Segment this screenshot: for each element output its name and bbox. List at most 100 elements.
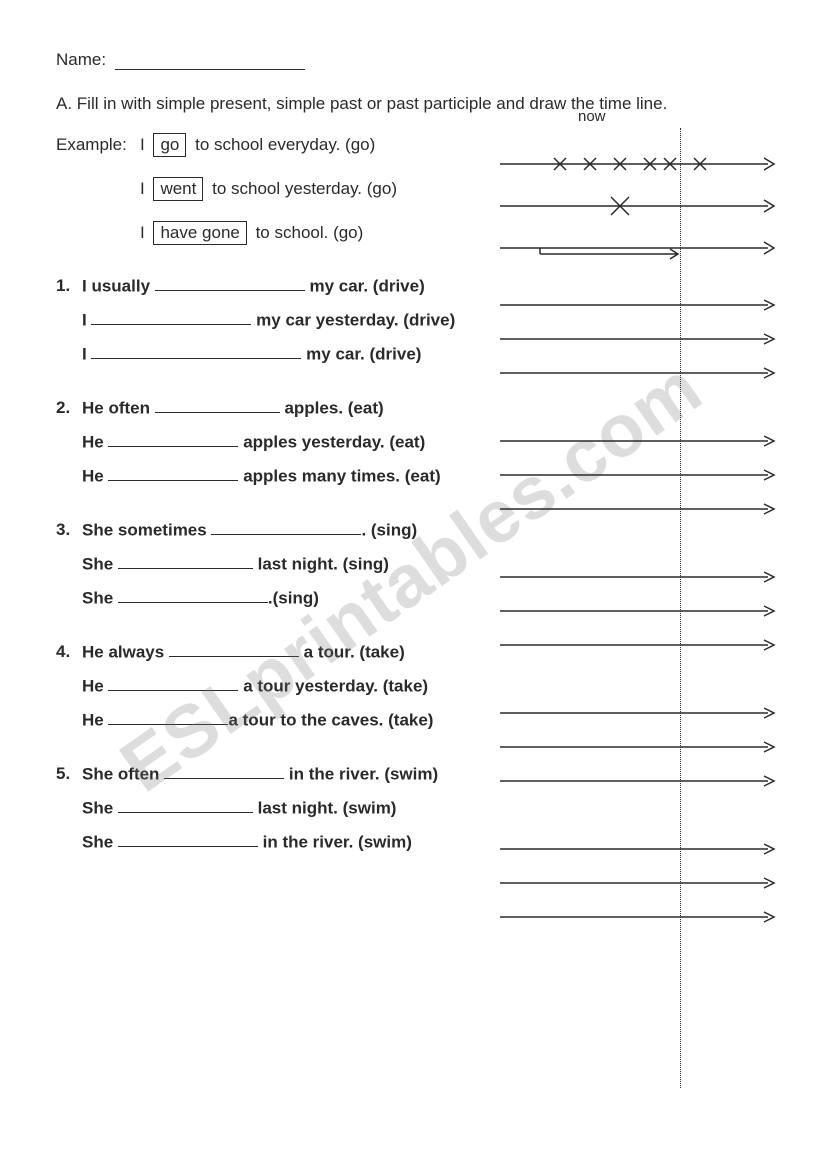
answer-box: go: [153, 133, 186, 157]
question-post: a tour yesterday. (take): [238, 676, 428, 695]
timeline-arrow[interactable]: [500, 706, 778, 708]
question-number: 5.: [56, 764, 82, 784]
question-post: apples yesterday. (eat): [238, 432, 425, 451]
question-number: 3.: [56, 520, 82, 540]
question-pre: He: [82, 466, 108, 485]
question-post: my car. (drive): [301, 344, 421, 363]
timeline-arrow[interactable]: [500, 604, 778, 606]
question-text: She .(sing): [82, 588, 319, 608]
answer-blank[interactable]: [164, 764, 284, 779]
question-text: I usually my car. (drive): [82, 276, 425, 296]
example-post: to school. (go): [251, 223, 363, 242]
question-pre: I: [82, 344, 91, 363]
timeline-arrow[interactable]: [500, 638, 778, 640]
answer-blank[interactable]: [118, 588, 268, 603]
question-pre: She sometimes: [82, 520, 211, 539]
question-post: my car. (drive): [305, 276, 425, 295]
question-text: I my car. (drive): [82, 344, 421, 364]
question-text: He apples yesterday. (eat): [82, 432, 425, 452]
question-pre: I usually: [82, 276, 155, 295]
timeline-arrow[interactable]: [500, 468, 778, 470]
example-pre: I: [140, 135, 149, 154]
instructions: A. Fill in with simple present, simple p…: [56, 94, 765, 114]
timeline-arrow[interactable]: [500, 876, 778, 878]
answer-blank[interactable]: [108, 432, 238, 447]
example-text: I went to school yesterday. (go): [140, 177, 397, 201]
example-text: I go to school everyday. (go): [140, 133, 375, 157]
answer-blank[interactable]: [108, 466, 238, 481]
question-pre: He: [82, 710, 108, 729]
example-post: to school yesterday. (go): [207, 179, 397, 198]
timeline-arrow[interactable]: [500, 366, 778, 368]
question-post: last night. (sing): [253, 554, 389, 573]
timeline-column: [500, 128, 780, 1088]
name-row: Name:: [56, 50, 765, 70]
question-post: apples many times. (eat): [238, 466, 440, 485]
question-pre: He: [82, 676, 108, 695]
question-pre: She: [82, 588, 118, 607]
question-text: She last night. (sing): [82, 554, 389, 574]
answer-box: have gone: [153, 221, 246, 245]
answer-blank[interactable]: [91, 344, 301, 359]
question-post: last night. (swim): [253, 798, 397, 817]
answer-blank[interactable]: [118, 554, 253, 569]
example-label: Example:: [56, 135, 140, 155]
question-text: She in the river. (swim): [82, 832, 412, 852]
question-pre: She: [82, 832, 118, 851]
answer-blank[interactable]: [169, 642, 299, 657]
question-post: my car yesterday. (drive): [251, 310, 455, 329]
question-number: 1.: [56, 276, 82, 296]
question-pre: She often: [82, 764, 164, 783]
answer-blank[interactable]: [211, 520, 361, 535]
answer-blank[interactable]: [118, 798, 253, 813]
timeline-arrow[interactable]: [500, 570, 778, 572]
answer-blank[interactable]: [155, 276, 305, 291]
timeline-arrow[interactable]: [500, 910, 778, 912]
question-post: . (sing): [361, 520, 417, 539]
timeline-arrow: [500, 152, 778, 154]
example-post: to school everyday. (go): [190, 135, 375, 154]
name-label: Name:: [56, 50, 106, 69]
question-text: He often apples. (eat): [82, 398, 384, 418]
question-text: She often in the river. (swim): [82, 764, 438, 784]
question-text: He always a tour. (take): [82, 642, 405, 662]
question-post: a tour. (take): [299, 642, 405, 661]
question-post: in the river. (swim): [284, 764, 438, 783]
question-text: I my car yesterday. (drive): [82, 310, 455, 330]
question-post: apples. (eat): [280, 398, 384, 417]
example-pre: I: [140, 179, 149, 198]
answer-box: went: [153, 177, 203, 201]
question-text: She sometimes . (sing): [82, 520, 417, 540]
timeline-arrow[interactable]: [500, 740, 778, 742]
question-text: He a tour to the caves. (take): [82, 710, 433, 730]
name-input-line[interactable]: [115, 69, 305, 70]
timeline-arrow[interactable]: [500, 842, 778, 844]
question-post: .(sing): [268, 588, 319, 607]
question-pre: He often: [82, 398, 155, 417]
timeline-arrow[interactable]: [500, 332, 778, 334]
timeline-arrow[interactable]: [500, 298, 778, 300]
timeline-arrow[interactable]: [500, 434, 778, 436]
timeline-arrow[interactable]: [500, 502, 778, 504]
answer-blank[interactable]: [155, 398, 280, 413]
question-number: 4.: [56, 642, 82, 662]
question-pre: She: [82, 798, 118, 817]
question-pre: She: [82, 554, 118, 573]
answer-blank[interactable]: [91, 310, 251, 325]
timeline-arrow: [500, 236, 778, 238]
answer-blank[interactable]: [108, 710, 228, 725]
timeline-arrow: [500, 194, 778, 196]
question-text: He a tour yesterday. (take): [82, 676, 428, 696]
answer-blank[interactable]: [108, 676, 238, 691]
example-pre: I: [140, 223, 149, 242]
question-text: She last night. (swim): [82, 798, 396, 818]
question-pre: I: [82, 310, 91, 329]
timeline-arrow[interactable]: [500, 774, 778, 776]
question-post: in the river. (swim): [258, 832, 412, 851]
now-label: now: [578, 108, 606, 125]
question-number: 2.: [56, 398, 82, 418]
answer-blank[interactable]: [118, 832, 258, 847]
question-post: a tour to the caves. (take): [228, 710, 433, 729]
example-text: I have gone to school. (go): [140, 221, 363, 245]
question-pre: He always: [82, 642, 169, 661]
